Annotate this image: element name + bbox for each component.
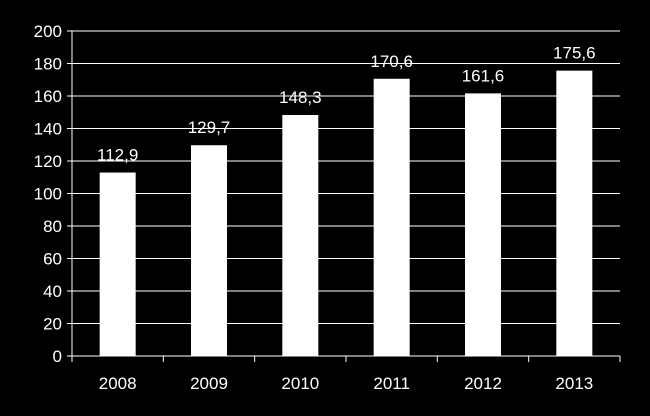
y-tick-label: 140 [34, 120, 62, 139]
y-tick-label: 180 [34, 55, 62, 74]
axes [67, 30, 621, 362]
data-label: 175,6 [553, 44, 596, 63]
y-tick-label: 80 [43, 217, 62, 236]
y-tick-label: 40 [43, 282, 62, 301]
data-label: 112,9 [97, 146, 138, 165]
gridlines [72, 30, 620, 357]
y-tick-label: 20 [43, 315, 62, 334]
data-label: 129,7 [188, 118, 231, 137]
data-label: 161,6 [462, 66, 505, 85]
bar-2012 [465, 93, 501, 357]
bar-2013 [556, 70, 593, 357]
x-tick-label: 2011 [373, 374, 410, 393]
bar-2008 [99, 172, 136, 356]
y-tick-label: 0 [53, 347, 62, 366]
labels: 0 20 40 60 80 100 120 140 160 180 200 2008 112,9 2009… [34, 22, 596, 393]
y-tick-label: 200 [34, 22, 62, 41]
x-tick-label: 2010 [281, 374, 319, 393]
x-tick-label: 2008 [99, 374, 137, 393]
bar-2009 [191, 145, 227, 356]
bar-2011 [373, 78, 410, 357]
y-tick-label: 60 [43, 250, 62, 269]
x-tick-label: 2013 [555, 374, 593, 393]
x-tick-label: 2009 [190, 374, 228, 393]
data-label: 148,3 [279, 88, 322, 107]
y-tick-label: 120 [34, 152, 62, 171]
y-tick-label: 100 [34, 185, 62, 204]
bars [99, 70, 593, 357]
bar-2010 [282, 115, 319, 356]
y-tick-label: 160 [34, 87, 62, 106]
data-label: 170,6 [370, 52, 413, 71]
x-tick-label: 2012 [464, 374, 502, 393]
